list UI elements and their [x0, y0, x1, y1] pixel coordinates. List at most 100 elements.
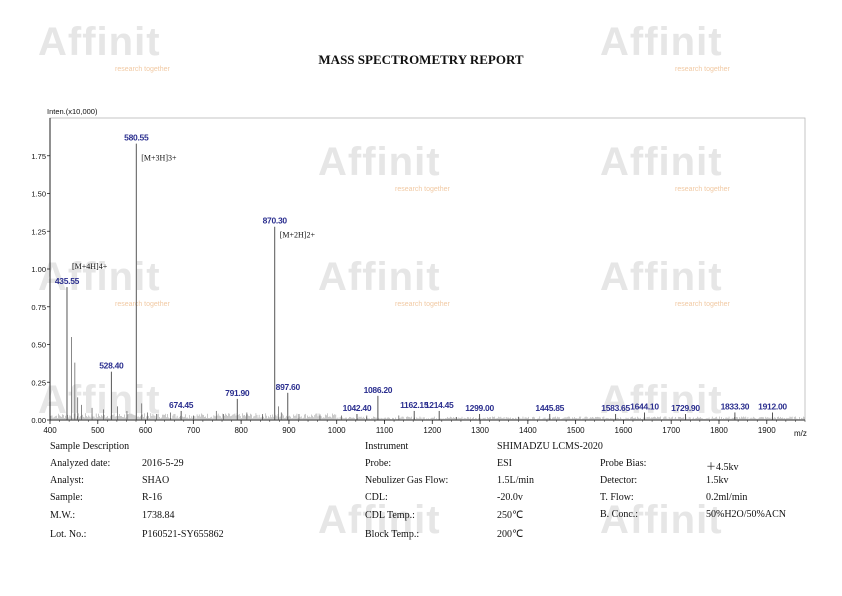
- x-tick-label: 400: [43, 426, 57, 435]
- y-tick-label: 0.25: [31, 378, 46, 387]
- peak-mz-label: 791.90: [225, 388, 250, 398]
- detail-label: Analyst:: [50, 475, 84, 486]
- x-tick-label: 1700: [662, 426, 680, 435]
- y-tick-label: 1.50: [31, 190, 46, 199]
- detail-value: 200℃: [497, 529, 524, 540]
- detail-value: -20.0v: [497, 492, 523, 503]
- ion-annotation: [M+3H]3+: [141, 153, 177, 162]
- peak-mz-label: 1644.10: [630, 401, 659, 411]
- watermark-tagline: research together: [675, 301, 730, 308]
- x-tick-label: 1900: [758, 426, 776, 435]
- peak-mz-label: 1299.00: [465, 403, 494, 413]
- peak-mz-label: 1583.65: [601, 403, 630, 413]
- detail-value: 0.2ml/min: [706, 492, 748, 503]
- x-tick-label: 1500: [567, 426, 585, 435]
- x-tick-label: 900: [282, 426, 296, 435]
- watermark-logo: Affinit: [38, 255, 161, 299]
- peak-mz-label: 1729.90: [671, 403, 700, 413]
- peaks-layer: [66, 143, 773, 420]
- noise-layer: [50, 413, 805, 420]
- x-tick-label: 1200: [423, 426, 441, 435]
- x-axis-unit: m/z: [794, 429, 807, 438]
- watermark-logo: Affinit: [318, 498, 441, 542]
- watermark-tagline: research together: [675, 186, 730, 193]
- x-tick-label: 1300: [471, 426, 489, 435]
- peak-mz-label: 674.45: [169, 400, 194, 410]
- detail-label: T. Flow:: [600, 492, 634, 503]
- detail-label: CDL Temp.:: [365, 510, 415, 521]
- detail-label: Sample Description: [50, 441, 130, 452]
- peak-mz-label: 1162.15: [400, 400, 429, 410]
- axes-layer: 400 500 600 700 800 900 1000 1100 1200 1300 1400 15…: [31, 118, 806, 435]
- x-tick-label: 700: [187, 426, 201, 435]
- x-tick-label: 1100: [376, 426, 394, 435]
- y-tick-label: 0.00: [31, 416, 46, 425]
- detail-value: 1.5L/min: [497, 475, 534, 486]
- y-tick-label: 1.25: [31, 227, 46, 236]
- ion-annotation: [M+4H]4+: [72, 262, 108, 271]
- detail-label: Instrument: [365, 441, 409, 452]
- peak-mz-label: 528.40: [99, 361, 124, 371]
- detail-value: ESI: [497, 458, 512, 469]
- detail-value: 1.5kv: [706, 475, 729, 486]
- detail-value: R-16: [142, 492, 162, 503]
- x-tick-label: 500: [91, 426, 105, 435]
- watermark-tagline: research together: [675, 66, 730, 73]
- report-title: MASS SPECTROMETRY REPORT: [318, 52, 524, 67]
- watermark-tagline: research together: [395, 186, 450, 193]
- x-tick-label: 600: [139, 426, 153, 435]
- peak-mz-label: 580.55: [124, 133, 149, 143]
- detail-value: SHIMADZU LCMS-2020: [497, 441, 603, 452]
- detail-label: CDL:: [365, 492, 388, 503]
- x-tick-label: 800: [234, 426, 248, 435]
- y-tick-label: 1.75: [31, 152, 46, 161]
- watermark-logo: Affinit: [318, 255, 441, 299]
- y-axis-title: Inten.(x10,000): [47, 107, 98, 116]
- watermark-logo: Affinit: [600, 140, 723, 184]
- detail-label: Probe Bias:: [600, 458, 647, 469]
- x-tick-label: 1400: [519, 426, 537, 435]
- detail-value: P160521-SY655862: [142, 529, 224, 540]
- ion-annotation: [M+2H]2+: [280, 230, 316, 239]
- x-tick-label: 1000: [328, 426, 346, 435]
- watermark-tagline: research together: [395, 301, 450, 308]
- peak-mz-label: 1912.00: [758, 401, 787, 411]
- detail-value: ＋4.5kv: [706, 462, 739, 473]
- y-tick-label: 0.75: [31, 303, 46, 312]
- watermark-logo: Affinit: [318, 140, 441, 184]
- detail-label: Probe:: [365, 458, 392, 469]
- watermark-tagline: research together: [115, 301, 170, 308]
- peak-mz-label: 1086.20: [364, 385, 393, 395]
- peak-mz-label: 1042.40: [343, 403, 372, 413]
- detail-label: Detector:: [600, 475, 638, 486]
- x-tick-label: 1800: [710, 426, 728, 435]
- detail-label: B. Conc.:: [600, 509, 639, 520]
- detail-value: SHAO: [142, 475, 170, 486]
- mass-spectrum-chart: Inten.(x10,000) m/z 400 500 600 700 800 900 10…: [31, 107, 807, 438]
- watermark-tagline: research together: [115, 66, 170, 73]
- detail-label: Nebulizer Gas Flow:: [365, 475, 449, 486]
- detail-value: 2016-5-29: [142, 458, 184, 469]
- detail-value: 50%H2O/50%ACN: [706, 509, 786, 520]
- peak-mz-label: 435.55: [55, 276, 80, 286]
- detail-label: Analyzed date:: [50, 458, 111, 469]
- detail-label: Block Temp.:: [365, 529, 420, 540]
- plot-frame: [49, 117, 806, 421]
- watermark-logo: Affinit: [600, 378, 723, 422]
- watermark-logo: Affinit: [600, 20, 723, 64]
- detail-label: Sample:: [50, 492, 83, 503]
- peak-mz-label: 897.60: [276, 382, 301, 392]
- detail-label: Lot. No.:: [50, 529, 87, 540]
- y-tick-label: 0.50: [31, 341, 46, 350]
- detail-value: 250℃: [497, 510, 524, 521]
- watermark-logo: Affinit: [600, 498, 723, 542]
- peak-mz-label: 1214.45: [425, 400, 454, 410]
- peak-mz-label: 1445.85: [535, 403, 564, 413]
- watermark-logo: Affinit: [600, 255, 723, 299]
- labels-layer: 435.55 528.40 580.55 674.45 791.90 870.30 897.…: [55, 133, 788, 413]
- peak-mz-label: 870.30: [263, 216, 288, 226]
- detail-value: 1738.84: [142, 510, 175, 521]
- watermark-logo: Affinit: [38, 20, 161, 64]
- x-tick-label: 1600: [615, 426, 633, 435]
- peak-mz-label: 1833.30: [721, 401, 750, 411]
